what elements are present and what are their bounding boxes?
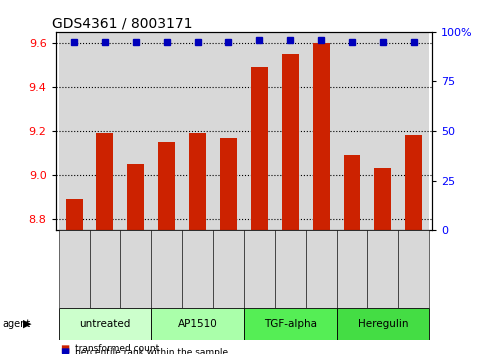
Bar <box>398 32 429 230</box>
Bar <box>313 43 329 230</box>
Bar <box>182 230 213 308</box>
Bar <box>282 54 298 230</box>
Bar <box>182 32 213 230</box>
Bar <box>337 308 429 340</box>
Bar <box>374 169 391 230</box>
Bar <box>189 133 206 230</box>
Bar <box>398 230 429 308</box>
Bar <box>151 230 182 308</box>
Bar <box>405 135 422 230</box>
Bar <box>220 138 237 230</box>
Bar <box>89 230 120 308</box>
Text: GDS4361 / 8003171: GDS4361 / 8003171 <box>52 17 192 31</box>
Bar <box>128 164 144 230</box>
Bar <box>368 230 398 308</box>
Text: TGF-alpha: TGF-alpha <box>264 319 317 329</box>
Bar <box>120 230 151 308</box>
Bar <box>58 230 89 308</box>
Text: Heregulin: Heregulin <box>357 319 408 329</box>
Text: ▶: ▶ <box>23 319 32 329</box>
Text: ■: ■ <box>60 347 70 354</box>
Bar <box>306 32 337 230</box>
Bar <box>343 155 360 230</box>
Bar <box>368 32 398 230</box>
Bar <box>275 32 306 230</box>
Text: transformed count: transformed count <box>75 344 159 353</box>
Bar <box>58 32 89 230</box>
Bar <box>89 32 120 230</box>
Bar <box>275 230 306 308</box>
Bar <box>251 67 268 230</box>
Bar <box>66 199 83 230</box>
Text: agent: agent <box>2 319 30 329</box>
Bar <box>158 142 175 230</box>
Bar <box>151 32 182 230</box>
Bar <box>306 230 337 308</box>
Text: percentile rank within the sample: percentile rank within the sample <box>75 348 228 354</box>
Bar <box>244 308 337 340</box>
Bar <box>213 32 244 230</box>
Bar <box>244 32 275 230</box>
Bar <box>337 230 368 308</box>
Bar <box>97 133 114 230</box>
Bar <box>120 32 151 230</box>
Text: untreated: untreated <box>79 319 130 329</box>
Text: AP1510: AP1510 <box>178 319 217 329</box>
Bar <box>58 308 151 340</box>
Bar <box>244 230 275 308</box>
Bar <box>213 230 244 308</box>
Bar <box>337 32 368 230</box>
Bar <box>151 308 244 340</box>
Text: ■: ■ <box>60 344 70 354</box>
